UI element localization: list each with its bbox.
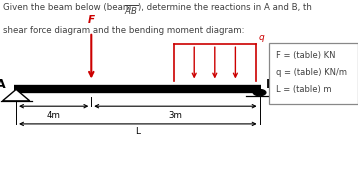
Text: q = (table) KN/m: q = (table) KN/m (276, 68, 347, 77)
Text: B: B (266, 78, 275, 92)
Text: Given the beam below (beam: Given the beam below (beam (3, 3, 134, 12)
Text: F = (table) KN: F = (table) KN (276, 51, 336, 60)
Text: shear force diagram and the bending moment diagram:: shear force diagram and the bending mome… (3, 26, 245, 35)
Text: F: F (88, 15, 95, 25)
Text: q: q (259, 33, 265, 42)
Text: 4m: 4m (47, 111, 61, 120)
Text: $\overline{AB}$: $\overline{AB}$ (124, 3, 138, 17)
Text: L: L (135, 127, 140, 136)
Circle shape (253, 89, 266, 96)
Text: 3m: 3m (169, 111, 182, 120)
Text: L = (table) m: L = (table) m (276, 85, 332, 94)
Text: A: A (0, 78, 6, 92)
Text: ), determine the reactions in A and B, th: ), determine the reactions in A and B, t… (138, 3, 312, 12)
Polygon shape (3, 89, 30, 101)
FancyBboxPatch shape (269, 43, 358, 104)
